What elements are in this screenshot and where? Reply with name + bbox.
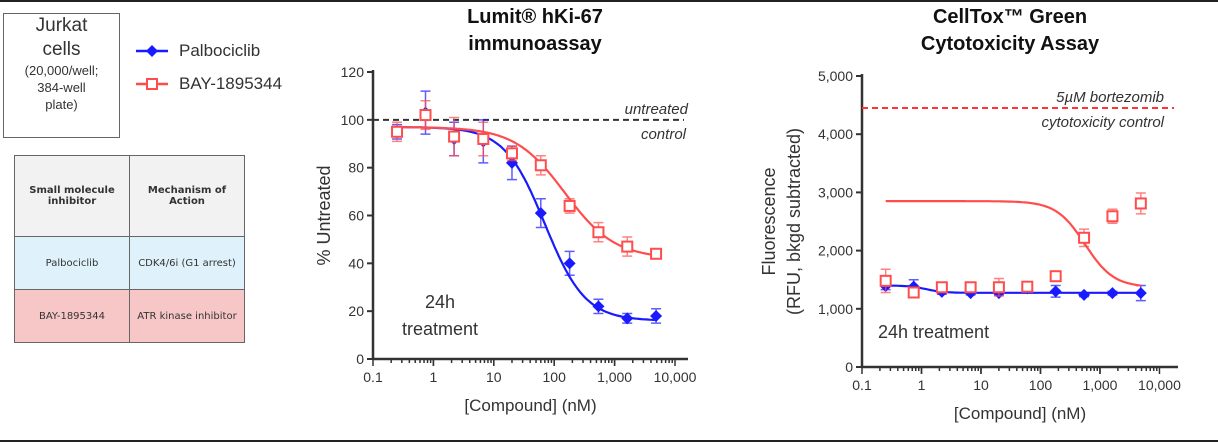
chart1-x-tick-label: 1,000 [597, 369, 632, 385]
chart1-point-palbociclib [563, 257, 576, 270]
title-line: Lumit® hKi-67 [467, 6, 603, 28]
chart2-y-tick-label: 3,000 [818, 184, 853, 200]
chart1-point-bay [505, 147, 518, 160]
chart1-y-label: % Untreated [314, 165, 334, 265]
blue-diamond-icon [136, 44, 168, 57]
chart1-x-label: [Compound] (nM) [464, 396, 596, 415]
chart1-point-bay [592, 226, 605, 239]
chart2-point-bay [1078, 231, 1091, 244]
cell-density: (20,000/well; [24, 63, 99, 78]
chart2-x-label: [Compound] (nM) [954, 404, 1086, 423]
table-header: Small molecule inhibitor [14, 155, 130, 237]
chart1-x-tick-label: 1 [430, 369, 438, 385]
chart2-x-tick-label: 10 [973, 377, 989, 393]
chart2-title: CellTox™ Green Cytotoxicity Assay [880, 4, 1140, 58]
chart2-annotation: 24h treatment [878, 322, 989, 342]
chart2-point-bay [879, 274, 892, 287]
chart2-point-bay [992, 281, 1005, 294]
chart2-point-bay [1049, 270, 1062, 283]
legend: Palbociclib BAY-1895344 [135, 34, 282, 100]
table-cell: BAY-1895344 [14, 289, 130, 343]
chart2-point-palbociclib [1134, 287, 1147, 300]
chart1-point-bay [650, 247, 663, 260]
red-square-icon [136, 77, 168, 90]
chart2-point-bay [1021, 280, 1034, 293]
chart2-y-label: (RFU, bkgd subtracted) [784, 128, 804, 315]
title-line: Cytotoxicity Assay [920, 33, 1100, 55]
chart1-point-bay [419, 109, 432, 122]
chart2-point-bay [1106, 210, 1119, 223]
chart2-fit-curve-bay [885, 200, 1141, 287]
chart1-y-tick-label: 60 [348, 208, 364, 224]
legend-item-palbociclib: Palbociclib [135, 34, 282, 67]
chart1-x-tick-label: 0.1 [363, 369, 383, 385]
chart2-y-tick-label: 2,000 [818, 243, 853, 259]
chart1-y-tick-label: 20 [348, 303, 364, 319]
chart2-reference-label: 5µM bortezomib [1056, 89, 1164, 106]
cell-info-box: Jurkat cells (20,000/well; 384-well plat… [3, 13, 120, 138]
chart1-point-palbociclib [650, 309, 663, 322]
table-cell: CDK4/6i (G1 arrest) [129, 236, 245, 290]
table-cell: ATR kinase inhibitor [129, 289, 245, 343]
table-header: Mechanism of Action [129, 155, 245, 237]
chart1-point-bay [563, 199, 576, 212]
legend-item-bay: BAY-1895344 [135, 67, 282, 100]
chart1-y-tick-label: 0 [356, 351, 364, 367]
chart1-reference-label: untreated [625, 101, 689, 118]
title-line: immunoassay [468, 33, 602, 55]
chart2-x-tick-label: 1,000 [1082, 377, 1117, 393]
chart1-y-tick-label: 120 [341, 64, 365, 80]
chart1-annotation: treatment [402, 319, 478, 339]
plate-word: plate) [45, 97, 78, 112]
chart2-y-tick-label: 5,000 [818, 68, 853, 84]
chart2-point-palbociclib [1049, 285, 1062, 298]
chart1-y-tick-label: 100 [341, 112, 365, 128]
chart2-x-tick-label: 100 [1029, 377, 1053, 393]
chart1-x-tick-label: 10,000 [654, 369, 697, 385]
chart2-point-bay [935, 281, 948, 294]
chart1-fit-curve-bay [397, 126, 657, 257]
plate-format: 384-well [37, 80, 86, 95]
chart1-point-bay [448, 130, 461, 143]
chart1-x-tick-label: 100 [543, 369, 567, 385]
legend-label: BAY-1895344 [179, 73, 283, 93]
title-line: CellTox™ Green [932, 6, 1088, 28]
chart1-point-bay [621, 240, 634, 253]
chart2-point-bay [1134, 197, 1147, 210]
mechanism-table: Small molecule inhibitor Mechanism of Act… [14, 155, 245, 343]
chart1-y-tick-label: 80 [348, 160, 364, 176]
chart1-point-bay [391, 125, 404, 138]
chart2-fit-curve-palbociclib [885, 284, 1141, 294]
chart2-y-tick-label: 1,000 [818, 301, 853, 317]
chart2-point-bay [907, 286, 920, 299]
cell-word: cells [42, 39, 81, 60]
chart2-point-palbociclib [1078, 288, 1091, 301]
chart2-y-label: Fluorescence [759, 167, 779, 275]
chart1-point-palbociclib [621, 312, 634, 325]
chart2-point-bay [964, 281, 977, 294]
chart1-title: Lumit® hKi-67 immunoassay [400, 4, 670, 58]
chart2-point-palbociclib [1106, 287, 1119, 300]
chart1-point-palbociclib [534, 207, 547, 220]
legend-label: Palbociclib [179, 40, 261, 60]
chart1-point-bay [534, 159, 547, 172]
chart1-point-palbociclib [592, 300, 605, 313]
chart2-x-tick-label: 0.1 [852, 377, 872, 393]
chart2-x-tick-label: 1 [918, 377, 926, 393]
chart1-annotation: 24h [425, 292, 455, 312]
chart2-reference-label: cytotoxicity control [1041, 114, 1164, 131]
chart2-x-tick-label: 10,000 [1138, 377, 1181, 393]
chart1-reference-label: control [641, 126, 687, 143]
cell-line: Jurkat [35, 15, 88, 36]
chart2-y-tick-label: 4,000 [818, 126, 853, 142]
chart1-point-bay [477, 132, 490, 145]
chart1-x-tick-label: 10 [486, 369, 502, 385]
chart1-y-tick-label: 40 [348, 255, 364, 271]
chart2-y-tick-label: 0 [845, 359, 853, 375]
